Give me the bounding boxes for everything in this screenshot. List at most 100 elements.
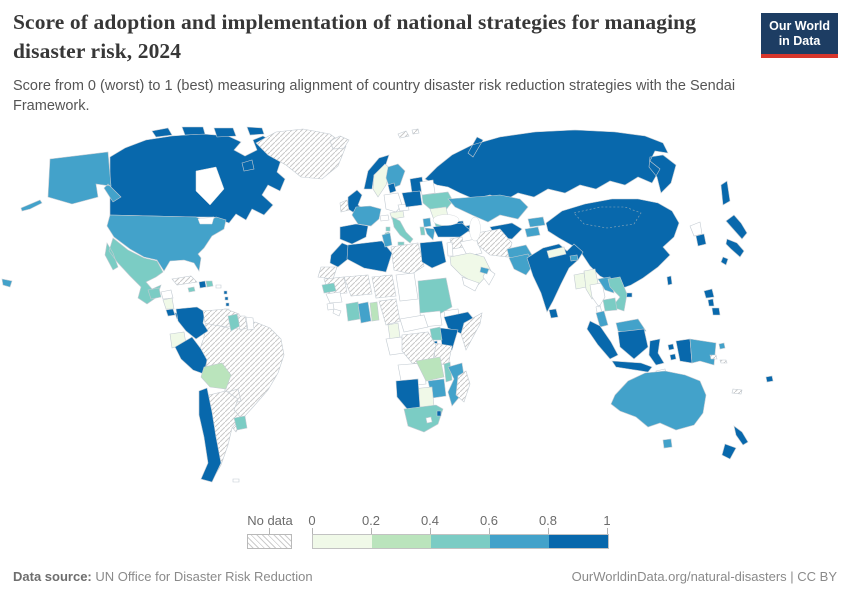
- country-guinea[interactable]: [325, 291, 343, 304]
- country-philippines[interactable]: [703, 288, 721, 316]
- country-poland[interactable]: [401, 190, 423, 208]
- country-switzerland[interactable]: [379, 214, 390, 222]
- country-egypt[interactable]: [419, 240, 447, 269]
- country-lesser-antilles[interactable]: [223, 290, 230, 307]
- country-cote-divoire[interactable]: [345, 301, 361, 322]
- country-turkey[interactable]: [432, 222, 471, 238]
- country-algeria[interactable]: [346, 240, 393, 273]
- country-tunisia[interactable]: [381, 232, 393, 248]
- country-sudan[interactable]: [417, 277, 453, 318]
- country-canada-arctic-islands[interactable]: [151, 126, 265, 172]
- country-taiwan[interactable]: [666, 275, 673, 286]
- country-russia[interactable]: [424, 129, 731, 206]
- country-chile[interactable]: [198, 387, 222, 483]
- country-yemen[interactable]: [461, 276, 480, 292]
- country-papua-new-guinea[interactable]: [689, 338, 726, 366]
- country-honduras[interactable]: [160, 289, 174, 300]
- country-australia[interactable]: [610, 370, 707, 431]
- country-nicaragua[interactable]: [162, 297, 175, 310]
- country-western-sahara[interactable]: [317, 266, 338, 280]
- country-japan[interactable]: [720, 214, 748, 266]
- country-nepal[interactable]: [546, 246, 567, 259]
- country-kyrgyzstan[interactable]: [527, 216, 546, 228]
- country-ghana[interactable]: [357, 301, 372, 324]
- legend-bucket-0.2-0.4[interactable]: [372, 535, 431, 548]
- country-iceland[interactable]: [329, 135, 350, 150]
- country-eswatini[interactable]: [436, 410, 442, 417]
- country-indonesia[interactable]: [586, 320, 693, 373]
- country-bolivia[interactable]: [200, 362, 232, 390]
- country-suriname[interactable]: [237, 315, 248, 331]
- country-puerto-rico[interactable]: [215, 284, 222, 289]
- country-madagascar[interactable]: [455, 370, 471, 403]
- country-vietnam[interactable]: [607, 276, 628, 312]
- country-kazakhstan[interactable]: [447, 194, 529, 223]
- country-cambodia[interactable]: [602, 297, 618, 312]
- country-spain[interactable]: [339, 223, 369, 245]
- country-haiti[interactable]: [198, 280, 207, 289]
- country-falkland-islands[interactable]: [232, 478, 240, 483]
- country-albania[interactable]: [419, 226, 426, 236]
- country-central-african-republic[interactable]: [399, 314, 429, 333]
- country-cameroon[interactable]: [387, 322, 401, 340]
- country-norway[interactable]: [363, 154, 390, 190]
- country-new-caledonia[interactable]: [731, 388, 743, 395]
- country-south-korea[interactable]: [695, 233, 707, 247]
- country-uae[interactable]: [479, 266, 490, 275]
- country-nigeria[interactable]: [378, 298, 401, 326]
- country-solomon-islands[interactable]: [709, 354, 728, 364]
- country-serbia[interactable]: [422, 217, 432, 228]
- country-libya[interactable]: [390, 242, 425, 275]
- no-data-swatch[interactable]: [247, 534, 292, 549]
- country-austria[interactable]: [389, 210, 405, 220]
- country-bhutan[interactable]: [569, 254, 579, 262]
- country-sweden[interactable]: [372, 163, 392, 198]
- country-usa[interactable]: [106, 214, 227, 272]
- country-sri-lanka[interactable]: [548, 308, 559, 319]
- country-hawaii[interactable]: [1, 278, 13, 288]
- country-iraq[interactable]: [459, 238, 483, 258]
- country-new-zealand[interactable]: [721, 425, 749, 460]
- country-denmark[interactable]: [387, 182, 397, 194]
- country-somalia[interactable]: [460, 312, 483, 351]
- country-niger[interactable]: [371, 274, 397, 299]
- country-south-africa[interactable]: [403, 404, 444, 433]
- country-gabon-congo[interactable]: [385, 336, 405, 356]
- country-finland[interactable]: [385, 163, 406, 190]
- country-sierra-leone[interactable]: [326, 302, 335, 311]
- country-mali[interactable]: [343, 274, 373, 297]
- country-chad[interactable]: [395, 272, 419, 302]
- legend-bucket-0.4-0.6[interactable]: [431, 535, 490, 548]
- country-tasmania[interactable]: [662, 438, 673, 449]
- country-tajikistan[interactable]: [524, 226, 541, 238]
- country-north-korea[interactable]: [689, 221, 703, 237]
- country-dominican-republic[interactable]: [205, 280, 214, 288]
- country-namibia[interactable]: [395, 378, 421, 411]
- country-greenland[interactable]: [255, 128, 347, 180]
- country-mexico[interactable]: [104, 237, 164, 305]
- country-iran[interactable]: [475, 228, 513, 258]
- country-cuba[interactable]: [171, 275, 198, 286]
- country-uganda[interactable]: [429, 326, 443, 341]
- country-jamaica[interactable]: [187, 286, 196, 293]
- country-togo-benin[interactable]: [369, 301, 380, 322]
- legend-bucket-0.8-1[interactable]: [549, 535, 608, 548]
- country-france[interactable]: [351, 205, 382, 227]
- country-senegal[interactable]: [321, 282, 337, 294]
- country-liberia[interactable]: [332, 308, 342, 317]
- country-colombia[interactable]: [175, 306, 209, 340]
- country-fiji[interactable]: [765, 375, 774, 383]
- country-india[interactable]: [526, 243, 584, 313]
- country-belarus[interactable]: [419, 179, 436, 196]
- country-uruguay[interactable]: [233, 415, 248, 431]
- country-italy[interactable]: [384, 216, 414, 246]
- country-french-guiana[interactable]: [245, 316, 255, 331]
- country-zambia[interactable]: [415, 356, 445, 382]
- country-svalbard[interactable]: [397, 128, 420, 139]
- country-alaska[interactable]: [20, 151, 122, 212]
- country-mongolia[interactable]: [573, 206, 642, 229]
- legend-bucket-0.6-0.8[interactable]: [490, 535, 549, 548]
- country-israel-jordan[interactable]: [446, 241, 454, 257]
- legend-bucket-0-0.2[interactable]: [313, 535, 372, 548]
- country-guatemala[interactable]: [147, 287, 162, 300]
